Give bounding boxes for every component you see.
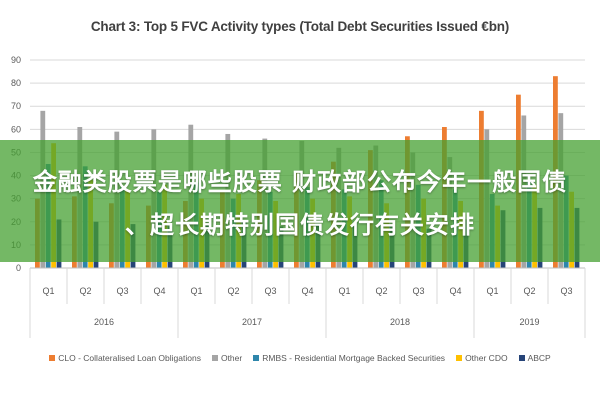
quarter-label: Q1 — [338, 286, 350, 296]
x-axis-labels: Q1 Q2 Q3 Q4 2016 Q1 Q2 Q3 Q4 2017 Q1 Q2 Q3 Q4 2018 Q1 Q2… — [29, 268, 586, 338]
quarter-label: Q1 — [42, 286, 54, 296]
legend-label: RMBS - Residential Mortgage Backed Secur… — [262, 353, 446, 363]
headline-line-1: 金融类股票是哪些股票 财政部公布今年一般国债 — [32, 168, 568, 196]
quarter-label: Q4 — [449, 286, 461, 296]
legend-item-abcp: ABCP — [518, 353, 551, 363]
year-label: 2019 — [519, 317, 539, 327]
headline-line-2: 、超长期特别国债发行有关安排 — [125, 211, 475, 239]
legend-item-other-cdo: Other CDO — [456, 353, 508, 363]
quarter-label: Q1 — [486, 286, 498, 296]
year-label: 2017 — [242, 317, 262, 327]
legend-swatch — [49, 355, 56, 361]
legend-label: Other CDO — [465, 353, 508, 363]
legend-label: CLO - Collateralised Loan Obligations — [58, 353, 201, 363]
quarter-label: Q3 — [560, 286, 572, 296]
legend-item-clo: CLO - Collateralised Loan Obligations — [49, 353, 201, 363]
quarter-label: Q3 — [412, 286, 424, 296]
legend-label: Other — [220, 353, 243, 363]
quarter-label: Q4 — [301, 286, 313, 296]
chart-legend: CLO - Collateralised Loan Obligations Ot… — [0, 351, 600, 365]
legend-swatch — [211, 355, 218, 361]
y-tick-label: 60 — [11, 124, 21, 134]
y-tick-label: 90 — [11, 55, 21, 65]
quarter-label: Q3 — [264, 286, 276, 296]
y-tick-label: 70 — [11, 101, 21, 111]
year-label: 2018 — [390, 317, 410, 327]
quarter-label: Q2 — [523, 286, 535, 296]
quarter-label: Q3 — [116, 286, 128, 296]
y-tick-label: 0 — [16, 263, 21, 273]
quarter-label: Q2 — [375, 286, 387, 296]
quarter-label: Q4 — [153, 286, 165, 296]
legend-item-rmbs: RMBS - Residential Mortgage Backed Secur… — [253, 353, 445, 363]
legend-swatch — [253, 355, 260, 361]
headline-overlay-banner[interactable]: 金融类股票是哪些股票 财政部公布今年一般国债 、超长期特别国债发行有关安排 — [0, 140, 600, 262]
legend-item-other: Other — [211, 353, 243, 363]
quarter-label: Q1 — [190, 286, 202, 296]
quarter-label: Q2 — [227, 286, 239, 296]
chart-title: Chart 3: Top 5 FVC Activity types (Total… — [90, 19, 510, 34]
legend-swatch — [456, 355, 463, 361]
legend-swatch — [518, 355, 525, 361]
year-label: 2016 — [94, 317, 114, 327]
legend-label: ABCP — [527, 353, 551, 363]
y-tick-label: 80 — [11, 78, 21, 88]
quarter-label: Q2 — [79, 286, 91, 296]
